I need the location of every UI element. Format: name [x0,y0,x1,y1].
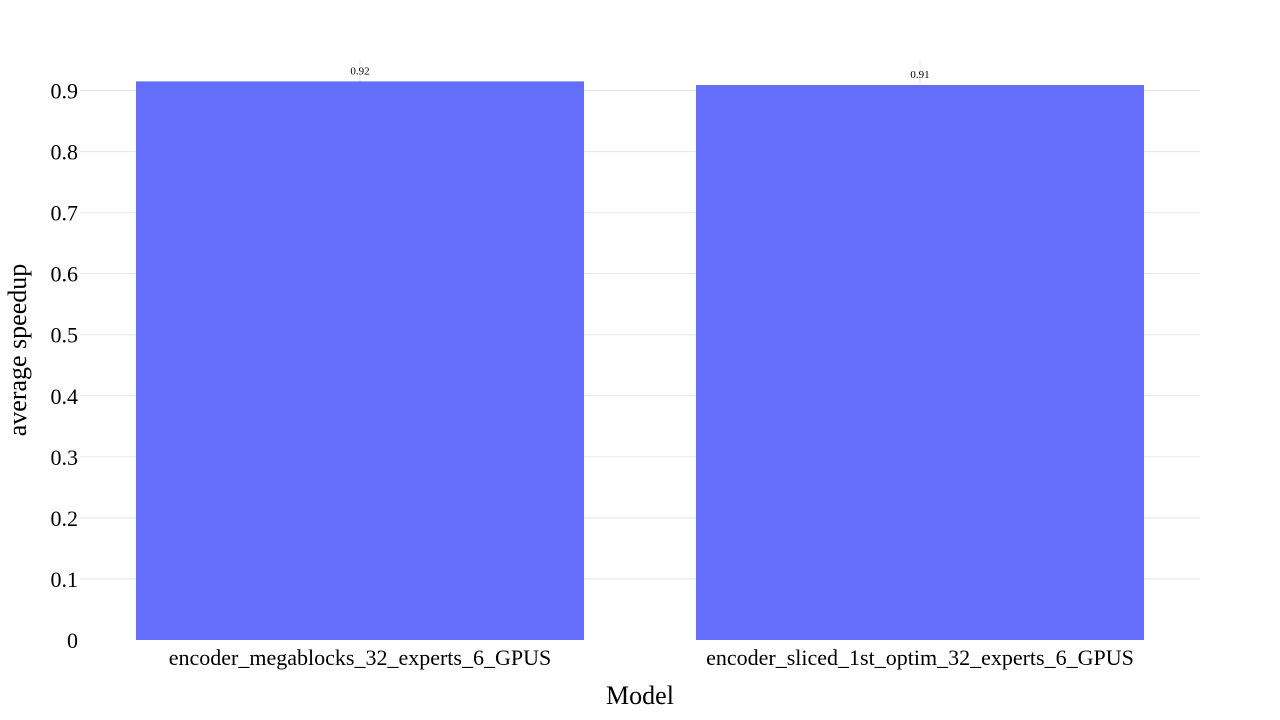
y-tick-label: 0.3 [51,445,79,470]
y-tick-label: 0.8 [51,140,79,165]
x-tick-label: encoder_megablocks_32_experts_6_GPUS [169,645,551,670]
y-tick-label: 0 [67,628,78,653]
y-tick-label: 0.5 [51,323,79,348]
y-tick-label: 0.6 [51,262,79,287]
y-tick-label: 0.4 [51,384,79,409]
y-tick-label: 0.7 [51,201,79,226]
y-tick-label: 0.2 [51,506,79,531]
x-axis-ticks: encoder_megablocks_32_experts_6_GPUS enco… [169,645,1134,670]
bar-data-label: 0.92 [350,65,369,77]
bar-data-label: 0.91 [910,69,929,81]
x-axis-title: Model [606,681,674,710]
y-tick-label: 0.9 [51,79,79,104]
bar [696,85,1144,641]
x-tick-label: encoder_sliced_1st_optim_32_experts_6_GP… [706,645,1134,670]
bars: 0.92 0.91 [136,65,1144,641]
bar [136,81,584,641]
y-tick-label: 0.1 [51,567,79,592]
y-axis-ticks: 0 0.1 0.2 0.3 0.4 0.5 0.6 0.7 0.8 0.9 [51,79,79,653]
y-axis-title: average speedup [3,264,32,437]
